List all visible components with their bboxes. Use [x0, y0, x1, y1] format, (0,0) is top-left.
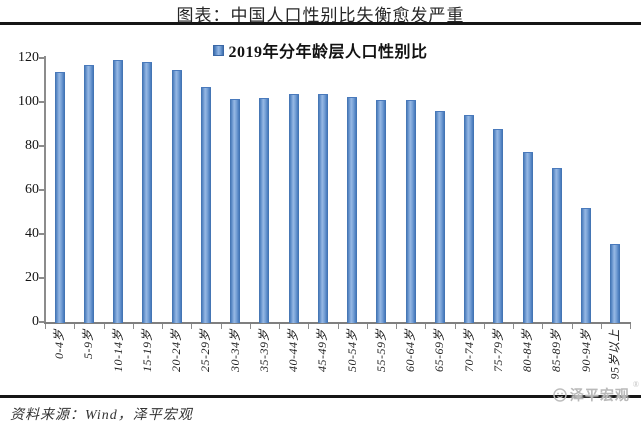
y-axis-label: 120	[18, 50, 39, 65]
x-axis-label: 50-54岁	[344, 329, 359, 372]
y-axis-tick	[39, 277, 44, 279]
bar	[142, 61, 153, 323]
y-axis-tick	[39, 101, 44, 103]
x-axis-label: 70-74岁	[461, 329, 476, 372]
footer-divider	[0, 395, 641, 398]
y-axis-label: 20	[25, 270, 39, 285]
x-axis-tick	[103, 324, 105, 329]
x-axis-label: 75-79岁	[490, 329, 505, 372]
bar	[551, 168, 562, 323]
x-axis-label: 15-19岁	[139, 329, 154, 372]
x-axis-tick	[513, 324, 514, 329]
watermark: 泽平宏观 ®	[553, 380, 639, 404]
x-axis-line	[44, 322, 631, 324]
x-axis-tick	[366, 324, 368, 329]
y-axis-label: 60	[25, 182, 39, 197]
bar	[581, 208, 592, 323]
legend: 2019年分年龄层人口性别比	[0, 40, 641, 61]
x-axis-label: 80-84岁	[520, 329, 535, 372]
y-axis-label: 80	[25, 138, 39, 153]
x-axis-label: 55-59岁	[373, 329, 388, 372]
y-axis-label: 40	[25, 226, 39, 241]
x-axis-tick	[191, 324, 193, 329]
bar	[464, 114, 475, 323]
x-axis-tick	[220, 324, 222, 329]
bar	[376, 99, 387, 323]
bar	[347, 97, 358, 323]
x-axis-tick	[571, 324, 573, 329]
source-note: 资料来源：Wind，泽平宏观	[10, 408, 193, 423]
bar	[493, 129, 504, 323]
x-axis-label: 40-44岁	[286, 329, 301, 372]
y-axis-label: 0	[32, 314, 39, 329]
figure-title: 图表：中国人口性别比失衡愈发严重	[176, 6, 465, 25]
x-axis-label: 90-94岁	[578, 329, 593, 372]
y-axis-label: 100	[18, 94, 39, 109]
x-axis-label: 95岁以上	[607, 329, 622, 380]
x-axis-label: 30-34岁	[227, 329, 242, 372]
watermark-logo-icon	[553, 388, 567, 402]
x-axis-tick	[132, 324, 134, 329]
x-axis-tick	[162, 324, 163, 329]
x-axis-tick	[425, 324, 427, 329]
bar	[434, 110, 445, 323]
watermark-registered-icon: ®	[632, 380, 639, 389]
x-axis-tick	[630, 324, 631, 329]
bar	[288, 94, 299, 323]
x-axis-tick	[483, 324, 485, 329]
bar	[405, 100, 416, 323]
y-axis-tick	[39, 189, 44, 191]
x-axis-tick	[396, 324, 397, 329]
x-axis-tick	[337, 324, 339, 329]
x-axis-label: 35-39岁	[256, 329, 271, 372]
x-axis-tick	[249, 324, 251, 329]
legend-marker-icon	[213, 44, 225, 56]
bar	[113, 59, 124, 323]
x-axis-label: 0-4岁	[52, 329, 67, 359]
x-axis-label: 5-9岁	[81, 329, 96, 359]
bar	[54, 72, 65, 323]
bar	[610, 244, 621, 323]
x-axis-label: 25-29岁	[198, 329, 213, 372]
x-axis-label: 20-24岁	[169, 329, 184, 372]
x-axis-tick	[74, 324, 76, 329]
x-axis-tick	[45, 324, 46, 329]
x-axis-label: 45-49岁	[315, 329, 330, 372]
x-axis-label: 85-89岁	[549, 329, 564, 372]
bar	[317, 94, 328, 323]
bar	[83, 64, 94, 323]
x-axis-label: 65-69岁	[432, 329, 447, 372]
y-axis-line	[44, 56, 46, 324]
x-axis-tick	[454, 324, 456, 329]
y-axis-tick	[39, 321, 44, 323]
x-axis-label: 60-64岁	[403, 329, 418, 372]
x-axis-tick	[279, 324, 280, 329]
x-axis-tick	[308, 324, 310, 329]
bar	[522, 151, 533, 323]
bar	[171, 69, 182, 323]
y-axis-tick	[39, 145, 44, 147]
y-axis-tick	[39, 233, 44, 235]
x-axis-label: 10-14岁	[110, 329, 125, 372]
bar	[259, 97, 270, 323]
y-axis-tick	[39, 57, 44, 59]
x-axis-tick	[542, 324, 544, 329]
legend-label: 2019年分年龄层人口性别比	[228, 44, 428, 61]
bar	[200, 87, 211, 323]
x-axis-tick	[600, 324, 602, 329]
watermark-text: 泽平宏观	[569, 389, 630, 404]
title-divider	[0, 22, 641, 25]
bar	[230, 99, 241, 323]
